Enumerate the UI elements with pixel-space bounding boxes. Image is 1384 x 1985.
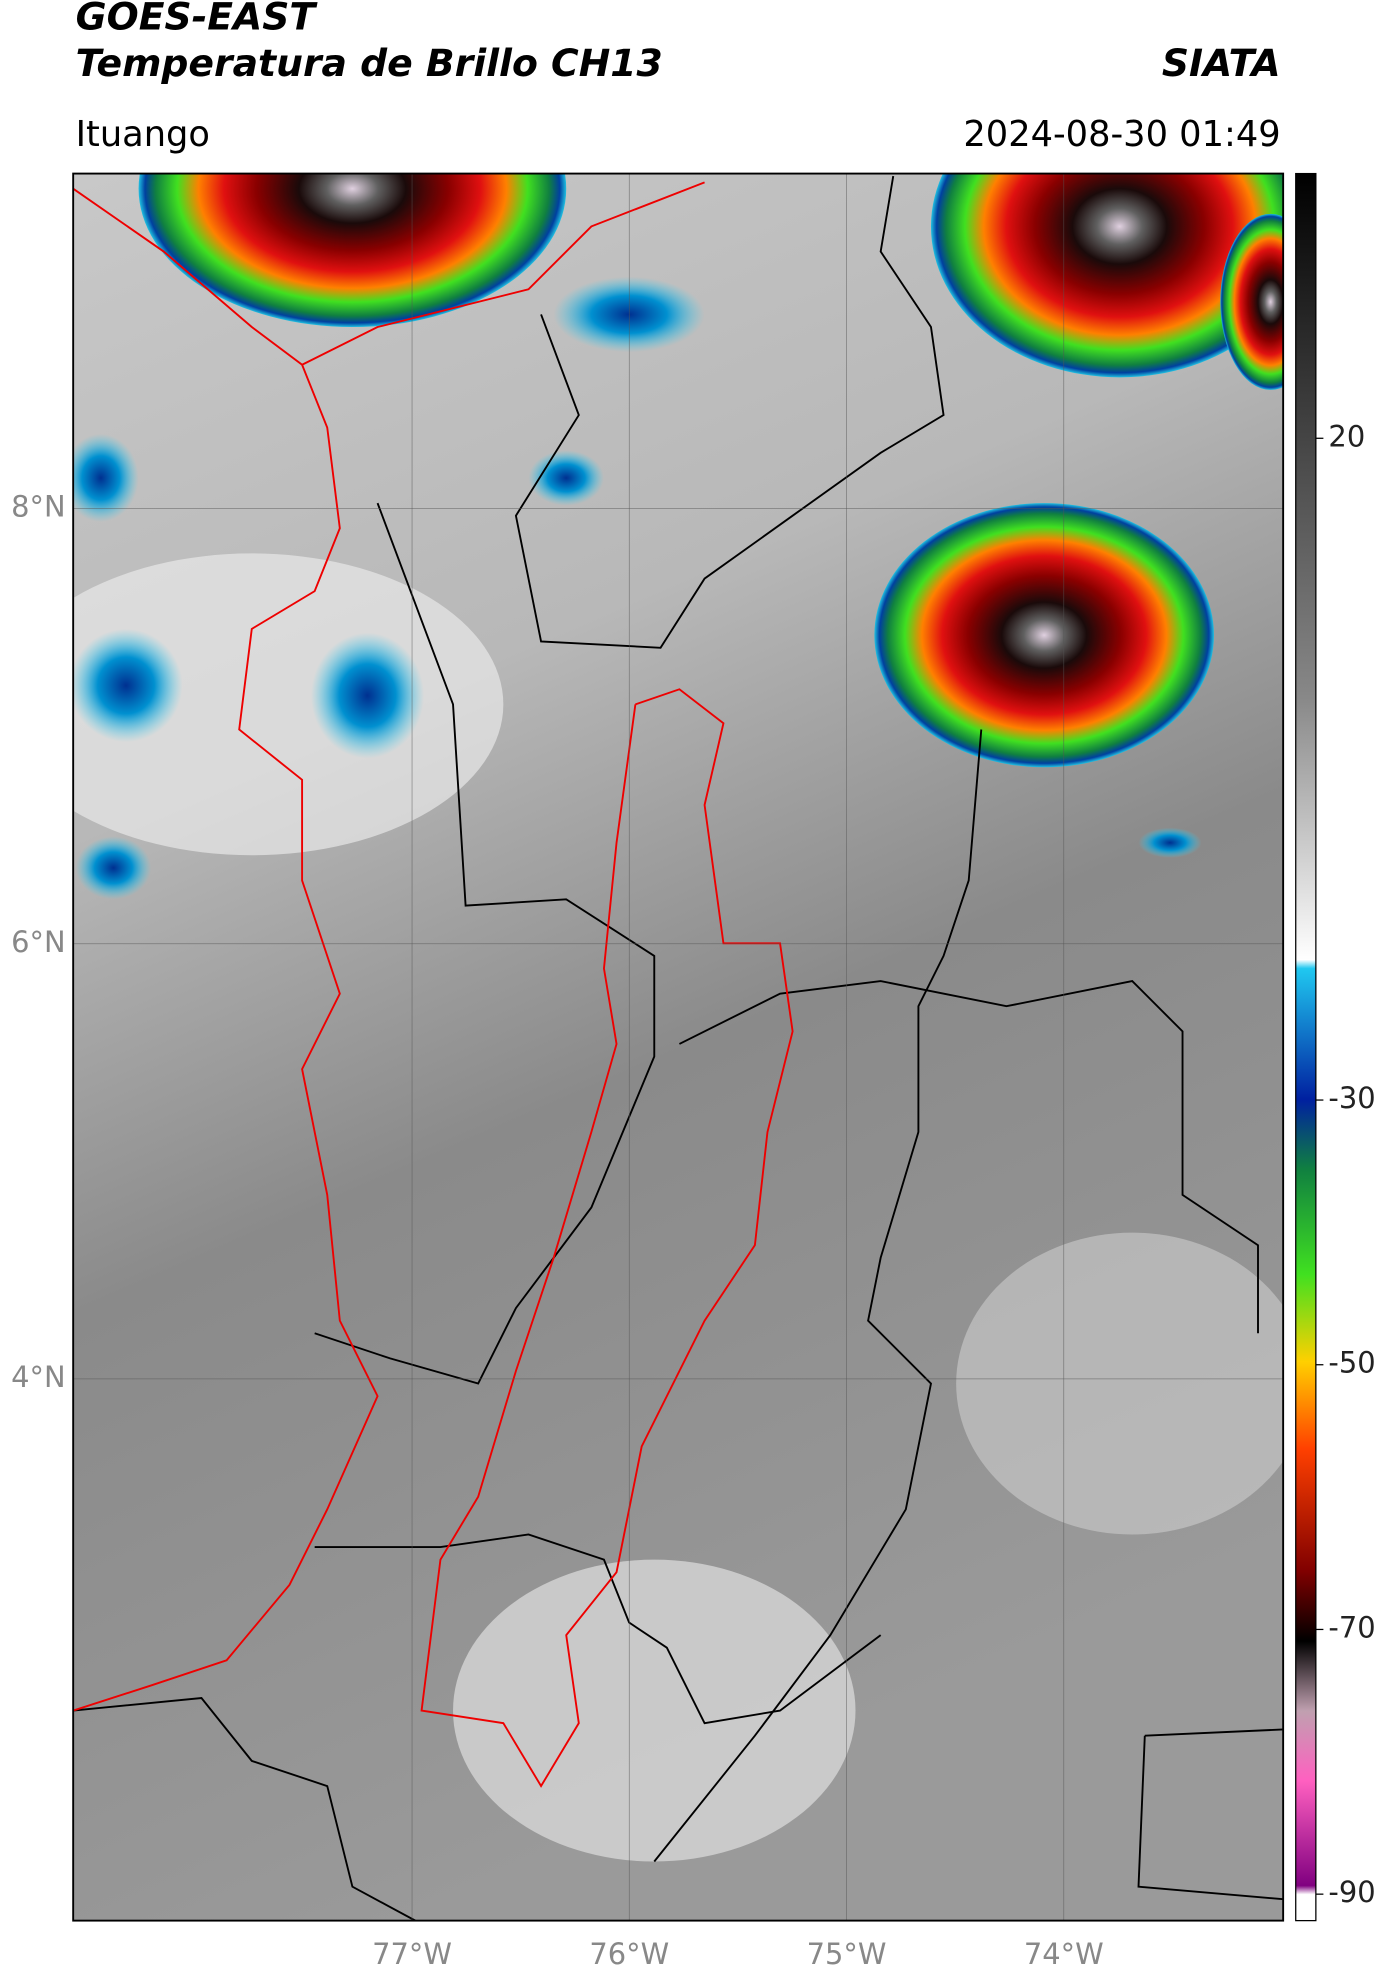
x-tick-label: 75°W (807, 1937, 887, 1971)
subtitle: Temperatura de Brillo CH13 (76, 41, 663, 85)
colorbar-tick-label: -50 (1328, 1346, 1375, 1380)
colorbar-tick-label: -90 (1328, 1875, 1375, 1909)
colorbar-tick-label: -30 (1328, 1081, 1375, 1115)
datetime: 2024-08-30 01:49 (963, 114, 1280, 155)
imagery (73, 173, 1284, 1921)
title: GOES-EAST (76, 0, 319, 38)
y-tick-label: 8°N (11, 490, 65, 524)
colorbar-tick-label: 20 (1328, 419, 1365, 453)
source: SIATA (1162, 41, 1281, 85)
y-tick-label: 6°N (11, 925, 65, 959)
x-tick-label: 77°W (372, 1937, 452, 1971)
y-tick-label: 4°N (11, 1360, 65, 1394)
grid (73, 173, 1284, 1921)
x-tick-label: 74°W (1024, 1937, 1104, 1971)
colorbar (1295, 172, 1317, 1922)
x-tick-label: 76°W (589, 1937, 669, 1971)
region: Ituango (76, 114, 210, 155)
map-frame (72, 172, 1285, 1922)
colorbar-tick-label: -70 (1328, 1610, 1375, 1644)
